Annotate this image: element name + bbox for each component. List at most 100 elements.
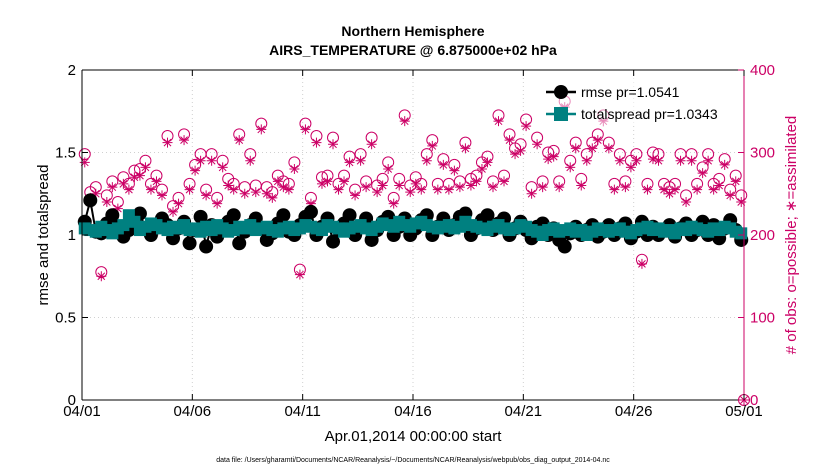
obs-assimilated-point <box>416 184 427 195</box>
asterisk-stroke <box>125 185 133 194</box>
series-layer <box>77 95 750 406</box>
obs-assimilated-point <box>261 188 272 199</box>
asterisk-stroke <box>627 163 635 172</box>
obs-assimilated-point <box>234 135 245 146</box>
asterisk-stroke <box>444 185 453 194</box>
asterisk-stroke <box>610 185 619 194</box>
asterisk-stroke <box>97 272 106 281</box>
asterisk-stroke <box>296 270 304 279</box>
asterisk-stroke <box>527 189 536 198</box>
rmse-point <box>480 208 495 223</box>
asterisk-stroke <box>472 177 481 186</box>
asterisk-stroke <box>461 144 470 153</box>
legend-spread-label: totalspread pr=1.0343 <box>581 106 718 122</box>
obs-assimilated-point <box>201 190 212 201</box>
asterisk-stroke <box>649 155 657 163</box>
obs-assimilated-point <box>653 155 664 166</box>
obs-assimilated-point <box>223 180 234 191</box>
obs-assimilated-point <box>388 198 399 209</box>
obs-assimilated-point <box>427 140 438 151</box>
obs-assimilated-point <box>460 143 471 154</box>
x-tick-label: 05/01 <box>725 403 763 420</box>
asterisk-stroke <box>268 193 277 202</box>
asterisk-stroke <box>367 140 376 149</box>
asterisk-stroke <box>373 188 382 196</box>
y2-axis-label: # of obs: o=possible; ∗=assimilated <box>783 116 800 355</box>
asterisk-stroke <box>191 166 199 175</box>
asterisk-stroke <box>257 125 266 134</box>
asterisk-stroke <box>174 199 183 208</box>
obs-assimilated-point <box>300 124 311 135</box>
obs-assimilated-point <box>366 139 377 150</box>
rmse-point <box>193 209 208 224</box>
obs-assimilated-point <box>714 180 725 191</box>
asterisk-stroke <box>279 183 288 192</box>
asterisk-stroke <box>715 181 724 190</box>
obs-assimilated-point <box>487 182 498 193</box>
rmse-point <box>276 208 291 223</box>
asterisk-stroke <box>516 146 525 155</box>
asterisk-stroke <box>213 199 222 208</box>
obs-assimilated-point <box>322 176 333 187</box>
rmse-point <box>303 204 318 219</box>
asterisk-stroke <box>665 189 674 198</box>
obs-assimilated-point <box>581 155 592 166</box>
obs-assimilated-point <box>664 188 675 199</box>
obs-assimilated-point <box>587 143 598 154</box>
asterisk-stroke <box>682 198 690 206</box>
obs-assimilated-point <box>521 121 532 132</box>
obs-assimilated-point <box>642 184 653 195</box>
asterisk-stroke <box>395 181 404 190</box>
obs-assimilated-point <box>670 184 681 195</box>
asterisk-stroke <box>660 185 668 194</box>
obs-assimilated-point <box>179 135 190 146</box>
obs-assimilated-point <box>256 124 267 135</box>
asterisk-stroke <box>218 163 227 172</box>
totalspread-point <box>117 219 130 232</box>
obs-assimilated-point <box>344 157 355 168</box>
asterisk-stroke <box>671 185 679 194</box>
rmse-point <box>83 193 98 208</box>
asterisk-stroke <box>483 158 492 167</box>
obs-assimilated-point <box>217 162 228 173</box>
asterisk-stroke <box>235 136 244 145</box>
asterisk-stroke <box>478 165 486 173</box>
asterisk-stroke <box>102 198 111 206</box>
rmse-point <box>105 208 120 223</box>
y2-tick-label: 100 <box>750 310 775 327</box>
obs-assimilated-point <box>190 165 201 176</box>
asterisk-stroke <box>196 156 205 165</box>
asterisk-stroke <box>202 191 211 200</box>
chart-title-line2: AIRS_TEMPERATURE @ 6.875000e+02 hPa <box>269 42 557 58</box>
asterisk-stroke <box>511 150 519 159</box>
obs-assimilated-point <box>79 157 90 168</box>
obs-assimilated-point <box>614 155 625 166</box>
asterisk-stroke <box>240 189 249 198</box>
obs-assimilated-point <box>432 184 443 195</box>
obs-assimilated-point <box>675 155 686 166</box>
obs-assimilated-point <box>465 180 476 191</box>
asterisk-stroke <box>704 156 713 165</box>
asterisk-stroke <box>726 191 735 200</box>
obs-assimilated-point <box>195 155 206 166</box>
y2-tick-label: 400 <box>750 62 775 79</box>
asterisk-stroke <box>130 173 139 182</box>
asterisk-stroke <box>505 136 514 145</box>
asterisk-stroke <box>577 181 586 190</box>
obs-assimilated-point <box>118 178 129 189</box>
y-tick-label: 1.5 <box>55 145 76 162</box>
asterisk-stroke <box>549 152 558 161</box>
asterisk-stroke <box>433 185 442 194</box>
asterisk-stroke <box>290 165 299 173</box>
obs-assimilated-point <box>686 155 697 166</box>
obs-assimilated-point <box>532 139 543 150</box>
asterisk-stroke <box>389 199 398 208</box>
asterisk-stroke <box>467 181 475 190</box>
obs-assimilated-point <box>228 184 239 195</box>
obs-assimilated-point <box>592 135 603 146</box>
obs-assimilated-point <box>212 198 223 209</box>
asterisk-stroke <box>147 185 155 194</box>
asterisk-stroke <box>345 158 354 167</box>
obs-assimilated-point <box>405 187 416 198</box>
obs-assimilated-point <box>168 206 179 217</box>
